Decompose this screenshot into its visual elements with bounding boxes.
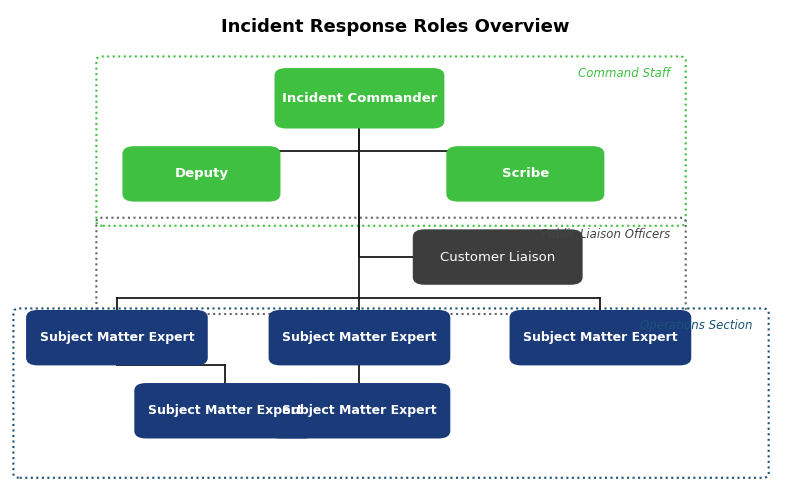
Text: Incident Commander: Incident Commander	[282, 92, 437, 105]
FancyBboxPatch shape	[412, 229, 583, 285]
Text: Public Liaison Officers: Public Liaison Officers	[540, 228, 670, 241]
Text: Subject Matter Expert: Subject Matter Expert	[148, 404, 303, 417]
FancyBboxPatch shape	[122, 146, 280, 202]
FancyBboxPatch shape	[446, 146, 604, 202]
Text: Operations Section: Operations Section	[641, 319, 753, 332]
Text: Subject Matter Expert: Subject Matter Expert	[282, 404, 437, 417]
Text: Scribe: Scribe	[502, 167, 549, 180]
Text: Customer Liaison: Customer Liaison	[440, 250, 555, 264]
FancyBboxPatch shape	[134, 383, 316, 438]
FancyBboxPatch shape	[275, 68, 444, 129]
FancyBboxPatch shape	[269, 383, 450, 438]
FancyBboxPatch shape	[510, 310, 691, 365]
Text: Deputy: Deputy	[175, 167, 228, 180]
Text: Subject Matter Expert: Subject Matter Expert	[523, 331, 678, 344]
FancyBboxPatch shape	[26, 310, 208, 365]
FancyBboxPatch shape	[269, 310, 450, 365]
Text: Command Staff: Command Staff	[577, 67, 670, 80]
Text: Subject Matter Expert: Subject Matter Expert	[282, 331, 437, 344]
Text: Subject Matter Expert: Subject Matter Expert	[40, 331, 194, 344]
Text: Incident Response Roles Overview: Incident Response Roles Overview	[220, 18, 570, 36]
